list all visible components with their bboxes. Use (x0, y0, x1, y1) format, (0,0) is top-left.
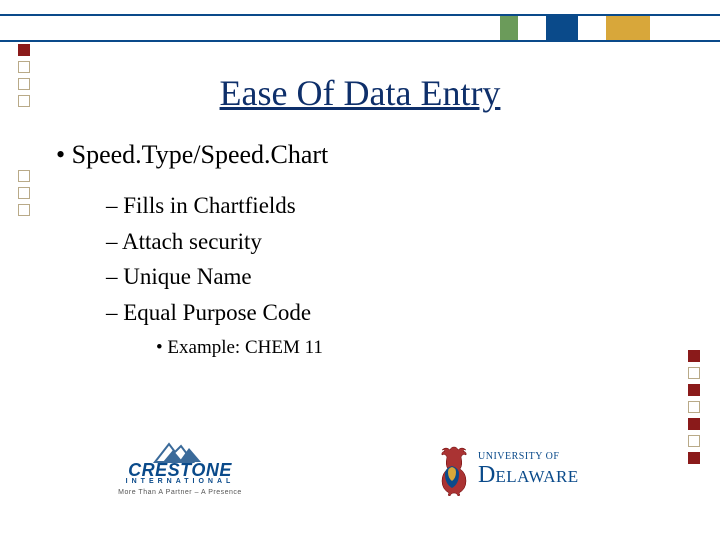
bullet-level2-wrap: Fills in Chartfields Attach security Uni… (106, 188, 636, 359)
slide-content: Speed.Type/Speed.Chart Fills in Chartfie… (56, 140, 636, 359)
header-band (0, 0, 720, 64)
bullet-level1: Speed.Type/Speed.Chart (56, 140, 636, 170)
rooster-icon (430, 444, 474, 496)
decor-square (18, 204, 30, 216)
crestone-sub: INTERNATIONAL (80, 478, 280, 485)
bullet-level2-item: Unique Name (106, 259, 636, 295)
header-segment (606, 16, 650, 40)
decor-squares-right (688, 350, 702, 469)
ud-top: UNIVERSITY OF (478, 451, 579, 462)
bullet-level3-wrap: Example: CHEM 11 (156, 337, 636, 359)
header-segment (500, 16, 518, 40)
bullet-level2-item: Equal Purpose Code (106, 295, 636, 331)
header-line-bottom (0, 40, 720, 42)
crestone-name: CRESTONE (80, 462, 280, 478)
decor-square (688, 418, 700, 430)
bullet-level2-item: Fills in Chartfields (106, 188, 636, 224)
header-segment (0, 16, 500, 40)
decor-square (18, 44, 30, 56)
slide-title: Ease Of Data Entry (0, 72, 720, 114)
bullet-level2-item: Attach security (106, 224, 636, 260)
footer-logos: CRESTONE INTERNATIONAL More Than A Partn… (80, 430, 640, 500)
decor-square (688, 350, 700, 362)
header-segment (578, 16, 606, 40)
bullet-level3-item: Example: CHEM 11 (156, 337, 636, 359)
header-segment (518, 16, 546, 40)
decor-square (688, 401, 700, 413)
decor-square (688, 435, 700, 447)
ud-main: DELAWARE (478, 462, 579, 489)
decor-square (688, 367, 700, 379)
header-segment (650, 16, 720, 40)
crestone-tagline: More Than A Partner – A Presence (80, 489, 280, 496)
header-segment (546, 16, 578, 40)
decor-square (18, 170, 30, 182)
logo-crestone: CRESTONE INTERNATIONAL More Than A Partn… (80, 440, 280, 500)
decor-squares-mid-left (18, 170, 32, 221)
decor-square (688, 452, 700, 464)
ud-text: UNIVERSITY OF DELAWARE (478, 451, 579, 489)
decor-square (688, 384, 700, 396)
decor-square (18, 187, 30, 199)
logo-delaware: UNIVERSITY OF DELAWARE (430, 440, 640, 500)
